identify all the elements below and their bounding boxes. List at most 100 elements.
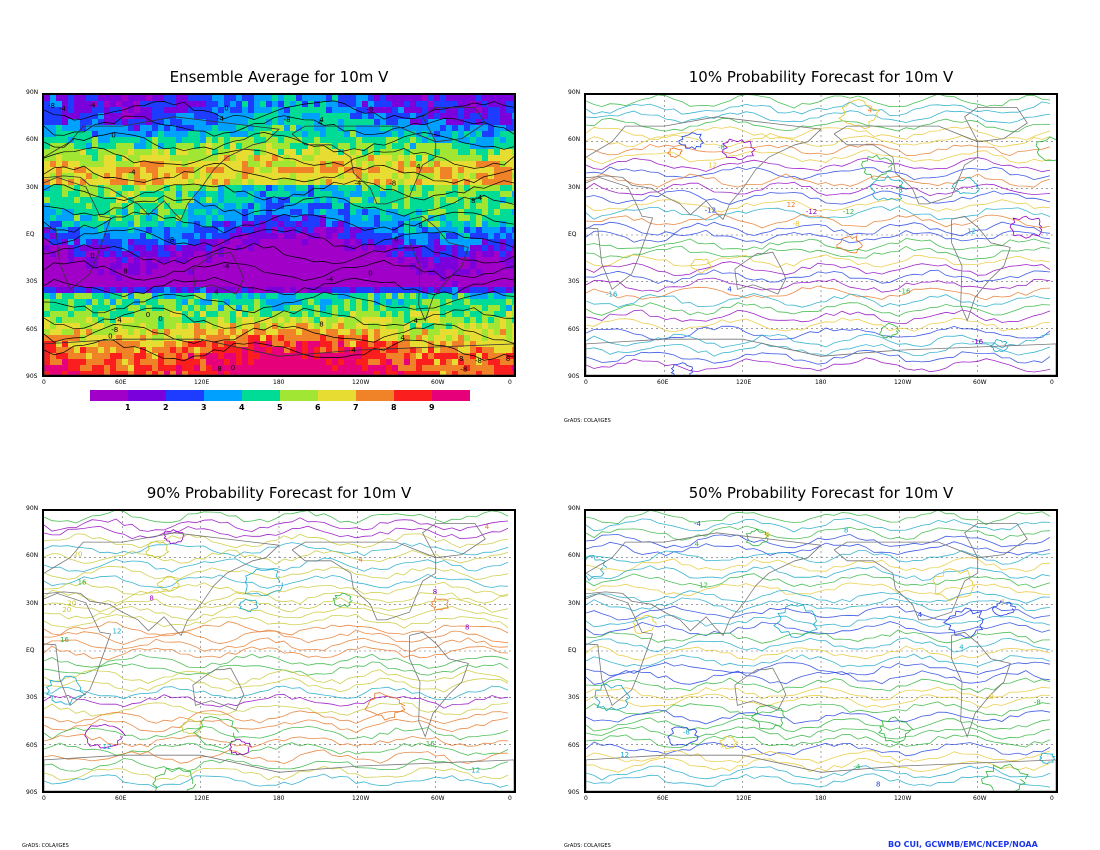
- shaded-cell: [140, 143, 146, 149]
- shaded-cell: [188, 185, 194, 191]
- shaded-cell: [236, 125, 242, 131]
- shaded-cell: [152, 131, 158, 137]
- shaded-cell: [140, 209, 146, 215]
- shaded-cell: [320, 179, 326, 185]
- shaded-cell: [404, 347, 410, 353]
- shaded-cell: [182, 371, 188, 375]
- shaded-cell: [284, 287, 290, 293]
- shaded-cell: [416, 329, 422, 335]
- shaded-cell: [440, 131, 446, 137]
- contour-line: [44, 511, 509, 524]
- shaded-cell: [284, 305, 290, 311]
- shaded-cell: [254, 347, 260, 353]
- shaded-cell: [170, 191, 176, 197]
- shaded-cell: [338, 143, 344, 149]
- shaded-cell: [80, 365, 86, 371]
- shaded-cell: [50, 209, 56, 215]
- shaded-cell: [476, 365, 482, 371]
- shaded-cell: [386, 287, 392, 293]
- shaded-cell: [470, 197, 476, 203]
- shaded-cell: [398, 359, 404, 365]
- shaded-cell: [260, 125, 266, 131]
- shaded-cell: [56, 221, 62, 227]
- shaded-cell: [482, 113, 488, 119]
- shaded-cell: [332, 197, 338, 203]
- shaded-cell: [104, 293, 110, 299]
- shaded-cell: [86, 263, 92, 269]
- shaded-cell: [374, 113, 380, 119]
- shaded-cell: [458, 107, 464, 113]
- shaded-cell: [194, 371, 200, 375]
- shaded-cell: [164, 107, 170, 113]
- shaded-cell: [242, 287, 248, 293]
- shaded-cell: [326, 233, 332, 239]
- shaded-cell: [194, 347, 200, 353]
- shaded-cell: [506, 329, 512, 335]
- shaded-cell: [242, 323, 248, 329]
- shaded-cell: [338, 215, 344, 221]
- shaded-cell: [50, 293, 56, 299]
- shaded-cell: [50, 191, 56, 197]
- shaded-cell: [416, 125, 422, 131]
- shaded-cell: [494, 197, 500, 203]
- shaded-cell: [44, 233, 50, 239]
- shaded-cell: [416, 353, 422, 359]
- shaded-cell: [464, 299, 470, 305]
- shaded-cell: [224, 149, 230, 155]
- contour-line: [44, 194, 514, 217]
- shaded-cell: [158, 101, 164, 107]
- shaded-cell: [428, 263, 434, 269]
- shaded-cell: [128, 293, 134, 299]
- shaded-cell: [302, 257, 308, 263]
- contour-line: [586, 143, 1051, 157]
- shaded-cell: [302, 221, 308, 227]
- shaded-cell: [134, 107, 140, 113]
- shaded-cell: [314, 281, 320, 287]
- shaded-cell: [248, 287, 254, 293]
- shaded-cell: [278, 329, 284, 335]
- shaded-cell: [98, 107, 104, 113]
- shaded-cell: [356, 269, 362, 275]
- shaded-cell: [248, 341, 254, 347]
- shaded-cell: [50, 95, 56, 101]
- coastline: [44, 532, 280, 637]
- shaded-cell: [320, 263, 326, 269]
- shaded-cell: [164, 287, 170, 293]
- shaded-cell: [464, 113, 470, 119]
- contour-label: -4: [998, 598, 1006, 606]
- shaded-cell: [146, 143, 152, 149]
- shaded-cell: [512, 119, 514, 125]
- shaded-cell: [224, 155, 230, 161]
- shaded-cell: [290, 341, 296, 347]
- shaded-cell: [56, 125, 62, 131]
- shaded-cell: [290, 179, 296, 185]
- shaded-cell: [338, 149, 344, 155]
- shaded-cell: [182, 233, 188, 239]
- shaded-cell: [44, 149, 50, 155]
- shaded-cell: [266, 329, 272, 335]
- contour-label: 4: [868, 107, 873, 115]
- shaded-cell: [344, 107, 350, 113]
- shaded-cell: [170, 155, 176, 161]
- shaded-cell: [308, 125, 314, 131]
- shaded-cell: [332, 119, 338, 125]
- shaded-cell: [422, 371, 428, 375]
- shaded-cell: [320, 287, 326, 293]
- shaded-cell: [284, 239, 290, 245]
- shaded-cell: [320, 125, 326, 131]
- shaded-cell: [284, 197, 290, 203]
- shaded-cell: [92, 125, 98, 131]
- shaded-cell: [356, 335, 362, 341]
- shaded-cell: [224, 113, 230, 119]
- shaded-cell: [338, 323, 344, 329]
- shaded-cell: [98, 299, 104, 305]
- shaded-cell: [494, 353, 500, 359]
- shaded-cell: [242, 155, 248, 161]
- shaded-cell: [236, 179, 242, 185]
- shaded-cell: [386, 269, 392, 275]
- lon-tick-label: 0: [1050, 379, 1054, 386]
- shaded-cell: [86, 347, 92, 353]
- shaded-cell: [50, 245, 56, 251]
- contour-label: 12: [620, 751, 629, 759]
- shaded-cell: [290, 251, 296, 257]
